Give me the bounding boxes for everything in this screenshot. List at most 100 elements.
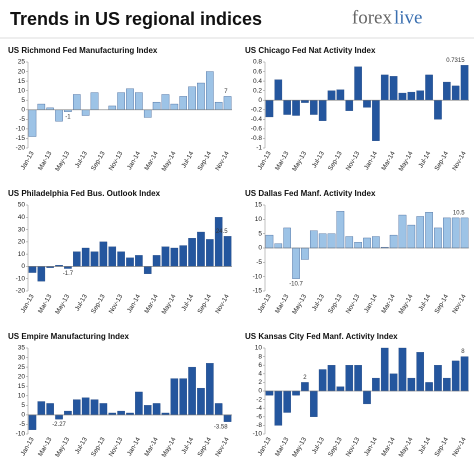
bar <box>197 387 205 416</box>
y-tick-label: -2 <box>256 396 262 403</box>
x-tick-label: Jul-14 <box>417 436 432 455</box>
y-tick-label: 5 <box>258 230 262 237</box>
y-tick-label: 0 <box>21 106 25 113</box>
y-tick-label: 25 <box>18 59 26 66</box>
y-tick-label: -5 <box>256 259 262 266</box>
bar <box>434 227 442 249</box>
x-tick-label: Sep-14 <box>197 293 214 315</box>
y-tick-label: 0.6 <box>253 68 262 75</box>
x-tick-label: Mar-13 <box>274 436 291 458</box>
bar <box>90 399 99 416</box>
bar <box>292 390 300 396</box>
value-label: 8 <box>461 349 465 355</box>
panel-title: US Philadelphia Fed Bus. Outlook Index <box>8 189 161 198</box>
panel-title: US Chicago Fed Nat Activity Index <box>245 46 376 55</box>
y-tick-label: 25 <box>18 364 26 371</box>
y-tick-label: 40 <box>18 214 26 221</box>
x-tick-label: Mar-13 <box>274 150 291 172</box>
x-tick-label: Nov-13 <box>108 293 125 315</box>
y-tick-label: 0 <box>21 412 25 419</box>
bar <box>451 85 460 101</box>
x-tick-label: Mar-14 <box>143 293 160 315</box>
bar <box>179 378 188 416</box>
y-tick-label: -0.4 <box>251 116 263 123</box>
bar <box>206 363 214 416</box>
y-tick-label: 20 <box>18 373 26 380</box>
bar <box>425 382 433 392</box>
x-tick-label: Mar-14 <box>380 150 397 172</box>
bar <box>117 410 125 416</box>
bar <box>443 377 451 392</box>
bar <box>170 103 179 110</box>
bar <box>407 224 416 249</box>
bar <box>425 212 433 249</box>
x-tick-label: Sep-13 <box>327 150 344 172</box>
x-tick-label: May-13 <box>291 150 308 173</box>
bar <box>292 247 300 279</box>
y-tick-label: 2 <box>258 379 262 386</box>
bar <box>274 390 283 426</box>
x-tick-label: Sep-14 <box>434 436 451 458</box>
x-tick-label: Jul-14 <box>180 150 195 169</box>
x-tick-label: Jul-13 <box>74 293 89 312</box>
bar <box>108 246 117 267</box>
x-tick-label: Jul-13 <box>311 436 326 455</box>
bar <box>197 82 205 110</box>
x-tick-label: Sep-14 <box>434 150 451 172</box>
bar <box>283 390 291 413</box>
bar <box>126 257 134 267</box>
bar <box>28 414 37 430</box>
value-label: 24.5 <box>216 229 228 235</box>
bar <box>72 399 81 416</box>
bar <box>443 81 451 101</box>
x-tick-label: May-14 <box>161 150 178 173</box>
bar <box>223 414 232 422</box>
x-tick-label: Sep-14 <box>197 150 214 172</box>
x-tick-label: Nov-14 <box>451 436 468 458</box>
y-tick-label: 5 <box>21 97 25 104</box>
bar <box>37 103 46 110</box>
bar <box>188 86 196 110</box>
value-label: 2 <box>303 375 307 381</box>
y-tick-label: -15 <box>253 288 263 295</box>
bar <box>206 239 214 267</box>
x-tick-label: Jan-13 <box>257 436 273 457</box>
x-tick-label: Jan-14 <box>363 436 379 457</box>
y-tick-label: -10 <box>16 431 26 438</box>
bar <box>301 382 309 392</box>
bar <box>72 94 81 110</box>
y-tick-label: 50 <box>18 202 26 209</box>
y-tick-label: 0 <box>258 97 262 104</box>
y-tick-label: -20 <box>16 145 26 152</box>
bar <box>179 245 188 267</box>
x-tick-label: May-13 <box>291 436 308 459</box>
x-tick-label: May-13 <box>54 436 71 459</box>
bar <box>309 390 318 417</box>
bar <box>117 92 125 110</box>
bar <box>389 373 398 392</box>
bar <box>336 89 345 101</box>
bar <box>64 410 72 416</box>
x-tick-label: Mar-13 <box>37 150 54 172</box>
bar <box>135 391 143 416</box>
bar <box>135 255 143 267</box>
bar <box>425 74 433 101</box>
x-tick-label: Nov-14 <box>451 293 468 315</box>
y-tick-label: 4 <box>258 371 262 378</box>
x-tick-label: May-14 <box>161 436 178 459</box>
bar <box>372 236 380 249</box>
bar <box>90 92 99 110</box>
bar <box>274 243 283 249</box>
x-tick-label: Nov-13 <box>108 150 125 172</box>
bar <box>188 366 196 416</box>
y-tick-label: 10 <box>18 87 26 94</box>
bar <box>363 237 371 249</box>
x-tick-label: Sep-14 <box>197 436 214 458</box>
bar <box>179 96 188 110</box>
y-tick-label: -5 <box>19 116 25 123</box>
y-tick-label: 0 <box>258 388 262 395</box>
y-tick-label: 6 <box>258 362 262 369</box>
bar <box>283 100 291 115</box>
x-tick-label: Mar-14 <box>143 150 160 172</box>
